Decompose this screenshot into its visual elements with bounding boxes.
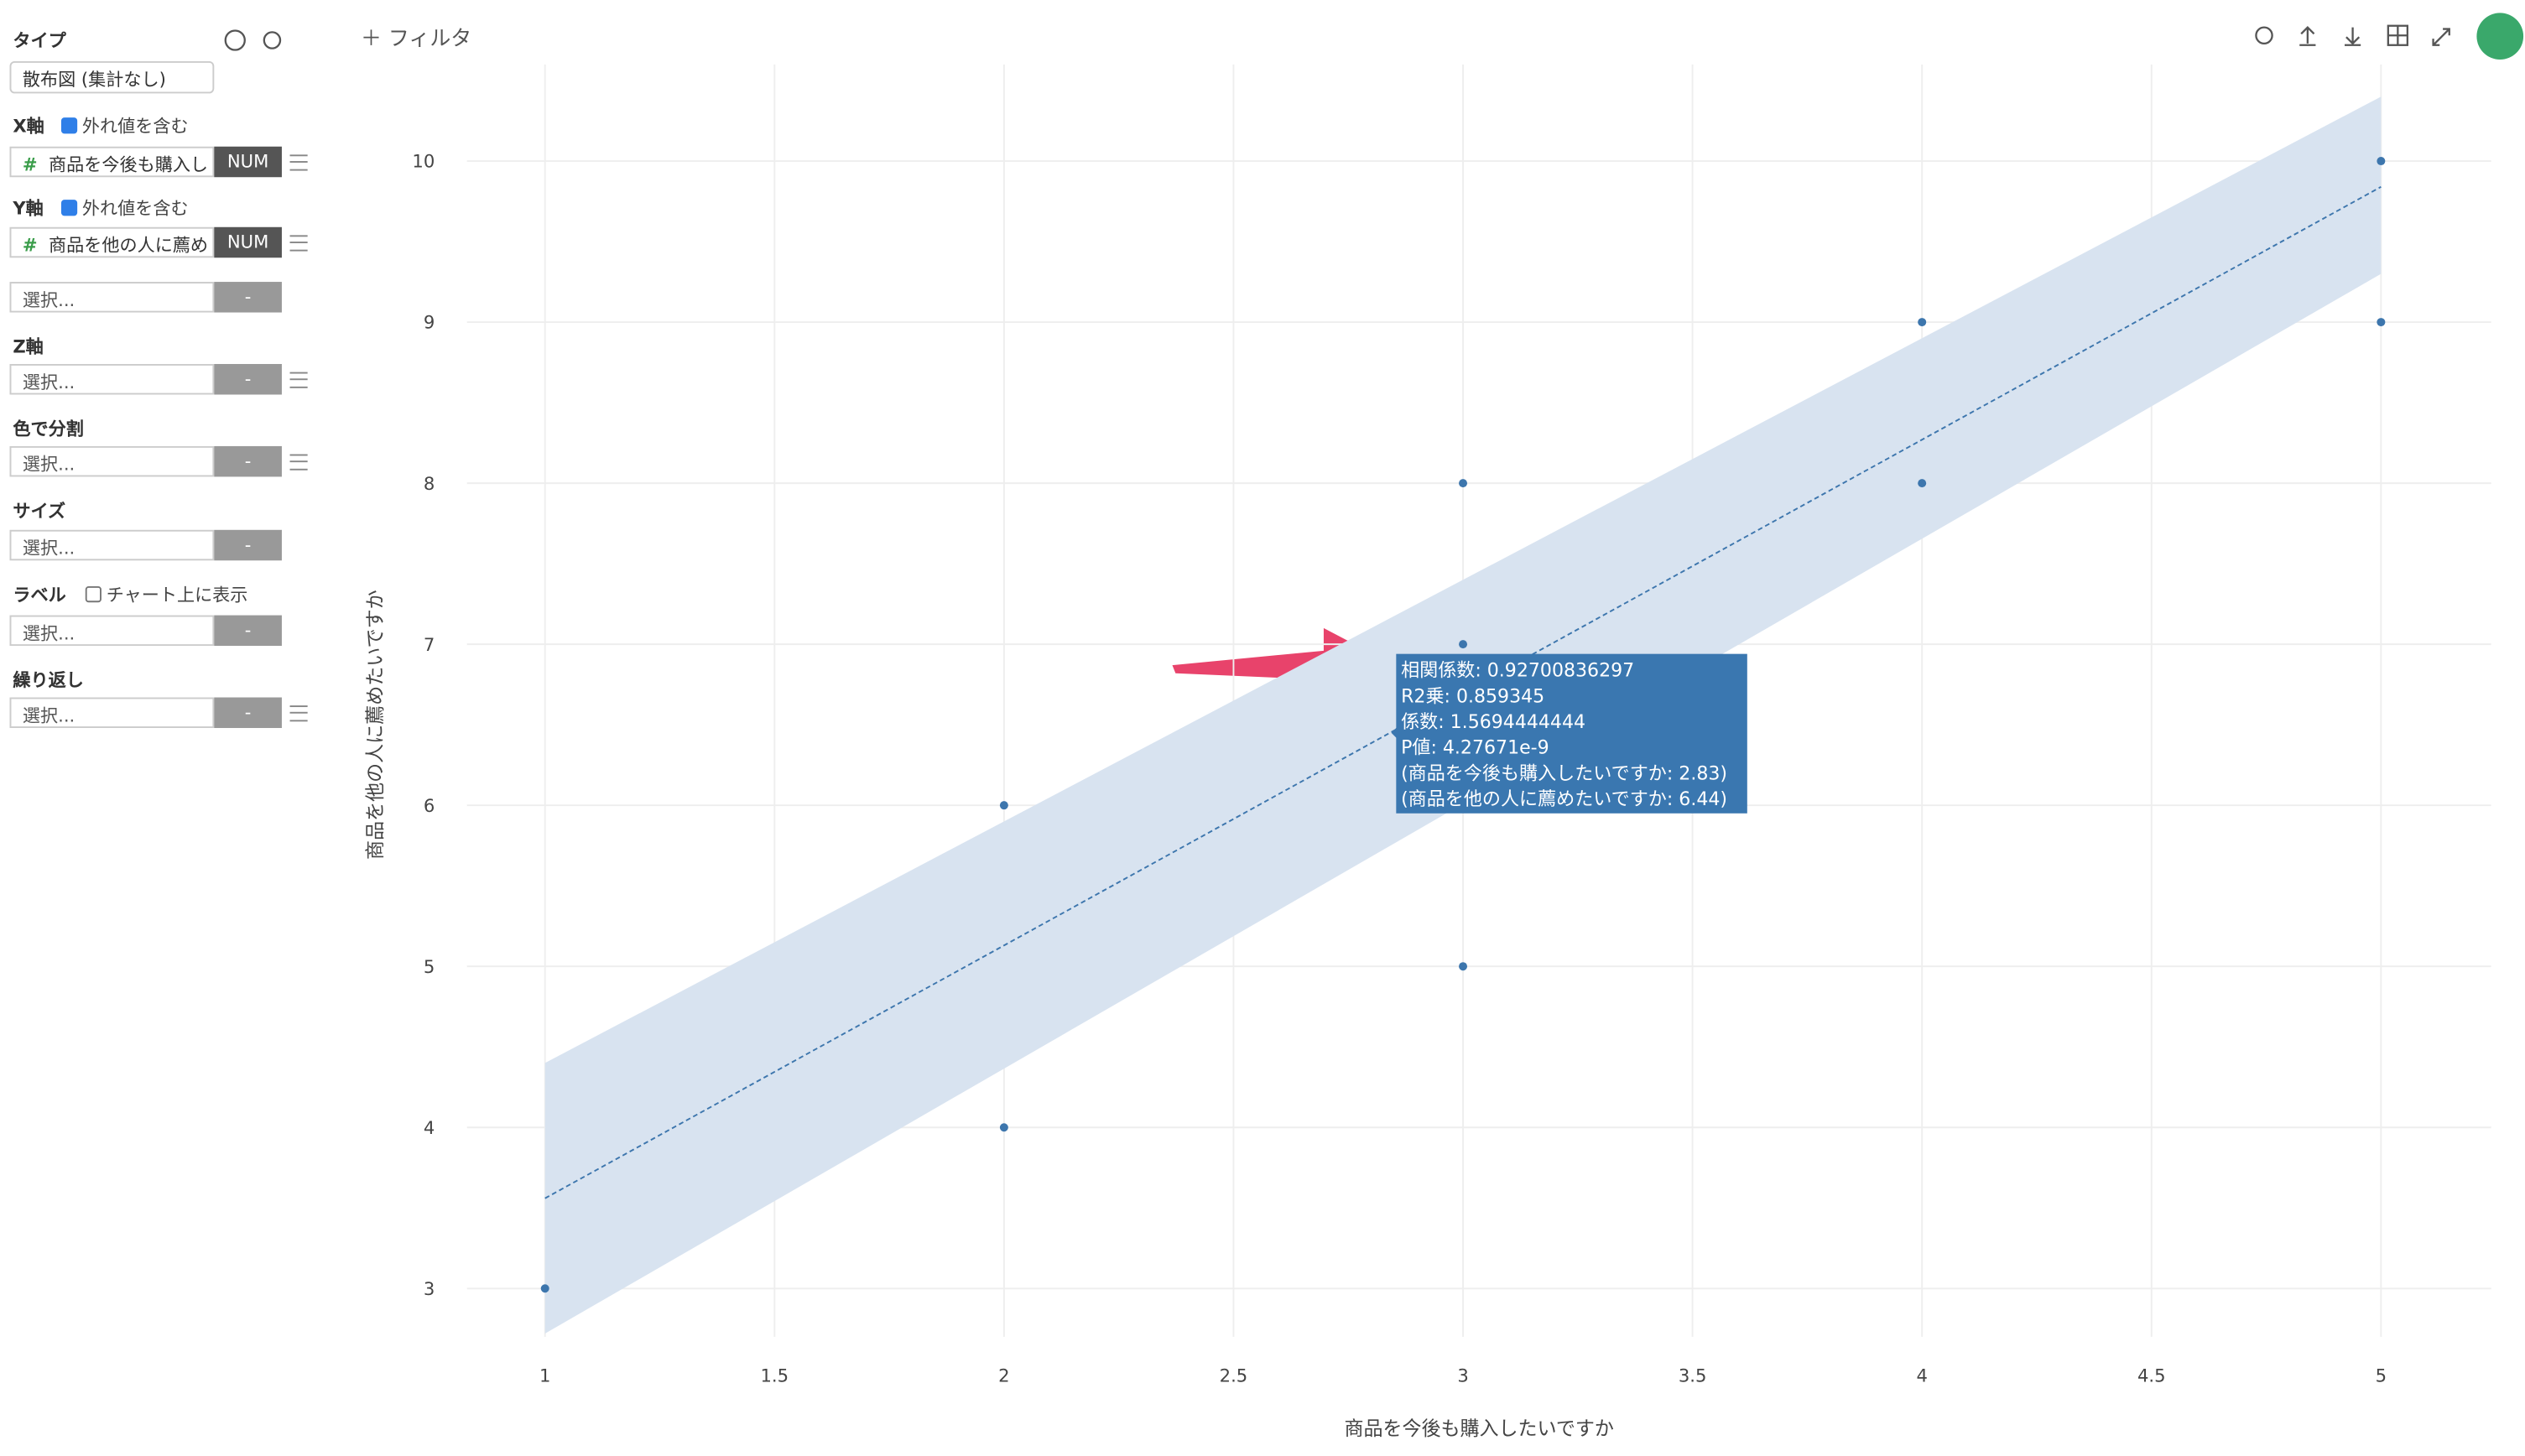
label-show[interactable]: チャート上に表示 [85,581,248,607]
y-outliers-text: 外れ値を含む [81,198,189,220]
type-select[interactable]: 散布図 (集計なし) [9,60,215,94]
y-field[interactable]: # 商品を他の人に薦め [9,226,215,258]
y-tick-label: 5 [424,956,435,977]
field-type[interactable]: - [214,363,282,395]
type-value: 散布図 (集計なし) [22,69,166,91]
point [1459,479,1468,488]
point [1459,962,1468,971]
field-type[interactable]: - [214,615,282,647]
x-tick-label: 1 [539,1365,550,1386]
filter-text: フィルタ [388,27,472,52]
point [1459,640,1468,649]
menu-icon[interactable] [289,454,308,471]
field-select[interactable]: 選択... [9,615,215,647]
x-tick-label: 1.5 [761,1365,789,1386]
point [999,801,1008,810]
x-tick-label: 3 [1457,1365,1468,1386]
label-show-text: チャート上に表示 [106,585,248,606]
x-tick-label: 3.5 [1679,1365,1707,1386]
point [999,1123,1008,1132]
x-outliers-text: 外れ値を含む [81,116,189,138]
y-tick-label: 3 [424,1278,435,1299]
field-select[interactable]: 選択... [9,445,215,477]
field-select[interactable]: 選択... [9,529,215,561]
y-tick-label: 8 [424,473,435,494]
point [2377,318,2386,327]
type-label: タイプ [13,30,66,52]
y-tick-label: 7 [424,634,435,655]
field-select[interactable]: 選択... [9,363,215,395]
checkbox[interactable] [85,586,102,603]
point [2377,157,2386,166]
field-type[interactable]: - [214,697,282,728]
field-type[interactable]: - [214,282,282,313]
checkbox[interactable] [60,117,78,134]
x-axis-label: 商品を今後も購入したいですか [1344,1418,1613,1440]
checkbox[interactable] [60,200,78,216]
color-label: 色で分割 [13,419,84,440]
field-type[interactable]: - [214,445,282,477]
y-tick-label: 4 [424,1117,435,1138]
y-tick-label: 6 [424,795,435,816]
field-select[interactable]: 選択... [9,282,215,313]
y-axis-label: 商品を他の人に薦めたいですか [365,590,387,860]
filter-button[interactable]: ＋ フィルタ [360,27,472,52]
pin-button[interactable] [2476,13,2524,60]
tooltip-line: 係数: 1.5694444444 [1401,712,1585,733]
menu-icon[interactable] [289,372,308,388]
tooltip-line: (商品を他の人に薦めたいですか: 6.44) [1401,789,1727,810]
label-label: ラベル [13,585,66,606]
field-select[interactable]: 選択... [9,697,215,728]
toolbar-icons[interactable] [224,24,2450,51]
x-field[interactable]: # 商品を今後も購入し [9,146,215,178]
y-field-type[interactable]: NUM [214,226,282,258]
y-label: Y軸 [13,198,44,220]
x-tick-label: 2.5 [1220,1365,1248,1386]
x-label: X軸 [13,116,44,138]
hash-icon: # [22,235,38,257]
point [540,1284,549,1293]
menu-icon[interactable] [289,235,308,252]
repeat-label: 繰り返し [13,669,84,691]
point [1918,479,1927,488]
x-outliers[interactable]: 外れ値を含む [60,112,189,138]
tooltip-line: (商品を今後も購入したいですか: 2.83) [1401,763,1727,784]
y-tick-label: 9 [424,312,435,333]
y-outliers[interactable]: 外れ値を含む [60,195,189,221]
x-tick-label: 2 [998,1365,1009,1386]
x-tick-label: 4 [1916,1365,1927,1386]
x-tick-label: 4.5 [2137,1365,2166,1386]
z-label: Z軸 [13,336,44,358]
point [1918,318,1927,327]
tooltip-line: R2乗: 0.859345 [1401,686,1544,707]
menu-icon[interactable] [289,705,308,722]
tooltip: 相関係数: 0.92700836297 R2乗: 0.859345 係数: 1.56… [1391,653,1747,814]
x-field-type[interactable]: NUM [214,146,282,178]
tooltip-box [1396,653,1747,814]
y-tick-label: 10 [412,151,435,172]
hash-icon: # [22,154,38,176]
field-type[interactable]: - [214,529,282,561]
menu-icon[interactable] [289,154,308,171]
x-tick-label: 5 [2376,1365,2387,1386]
x-field-text: 商品を今後も購入し [49,154,209,176]
tooltip-line: P値: 4.27671e-9 [1401,738,1549,759]
tooltip-line: 相関係数: 0.92700836297 [1401,661,1634,682]
y-field-text: 商品を他の人に薦め [49,235,209,257]
size-label: サイズ [13,501,66,523]
